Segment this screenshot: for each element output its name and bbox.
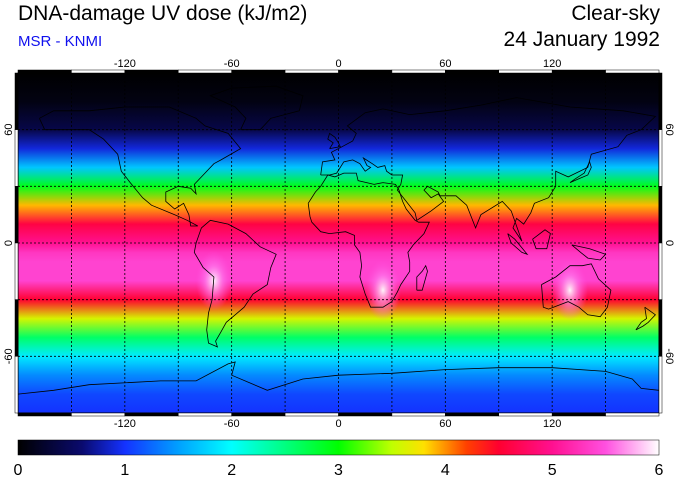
coastline-north-america bbox=[39, 106, 242, 227]
frame-bar bbox=[17, 412, 72, 417]
colorbar-tick-label: 4 bbox=[441, 462, 450, 479]
frame-bar bbox=[284, 69, 339, 74]
colorbar-tick-label: 3 bbox=[334, 462, 343, 479]
frame-bar bbox=[658, 299, 663, 357]
coastline-borneo bbox=[532, 229, 551, 250]
lon-tick-label: 60 bbox=[439, 58, 451, 70]
sky-mode-label: Clear-sky bbox=[571, 2, 660, 25]
frame-bar bbox=[14, 356, 19, 414]
lon-tick-label: 60 bbox=[439, 418, 451, 430]
frame-bar bbox=[71, 69, 126, 74]
coastline-africa bbox=[307, 172, 430, 308]
frame-bar bbox=[14, 299, 19, 357]
coastline-greenland bbox=[209, 85, 304, 131]
coastline-new-guinea bbox=[571, 244, 607, 261]
colorbar-tick-label: 2 bbox=[227, 462, 236, 479]
lon-tick-label: -60 bbox=[224, 418, 240, 430]
latitude-labels: 60 60 0 0 -60 -60 bbox=[3, 124, 675, 365]
coastline-south-america bbox=[193, 219, 277, 348]
coastline-uk bbox=[327, 132, 341, 149]
coastline-antarctica bbox=[18, 361, 659, 395]
frame-bar bbox=[178, 69, 232, 74]
frame-bar bbox=[658, 72, 663, 130]
colorbar-labels: 0 1 2 3 4 5 6 bbox=[14, 462, 664, 479]
frame-bar bbox=[14, 129, 19, 187]
frame-bar bbox=[605, 412, 660, 417]
longitude-labels: -120 -120 -60 -60 0 0 60 60 120 120 bbox=[114, 58, 562, 430]
graticule bbox=[18, 73, 659, 413]
frame-bar bbox=[498, 412, 553, 417]
frame-bar bbox=[391, 412, 446, 417]
frame-bar bbox=[551, 69, 606, 74]
frame-bar bbox=[551, 412, 606, 417]
frame-bar bbox=[658, 186, 663, 244]
frame-bars bbox=[14, 69, 663, 417]
colorbar-tick-label: 5 bbox=[548, 462, 557, 479]
frame-bar bbox=[14, 186, 19, 244]
frame-bar bbox=[231, 412, 286, 417]
lat-tick-label: 0 bbox=[663, 240, 675, 246]
colorbar bbox=[17, 439, 660, 456]
frame-bar bbox=[338, 69, 393, 74]
frame-bar bbox=[284, 412, 339, 417]
lat-tick-label: -60 bbox=[663, 348, 675, 364]
frame-bar bbox=[391, 69, 446, 74]
frame-bar bbox=[231, 69, 286, 74]
frame-bar bbox=[445, 69, 500, 74]
colorbar-tick-label: 0 bbox=[14, 462, 23, 479]
lon-tick-label: 0 bbox=[335, 418, 341, 430]
coastline-madagascar bbox=[416, 264, 428, 291]
coastline-australia bbox=[541, 263, 612, 318]
frame-bar bbox=[658, 129, 663, 187]
lat-tick-label: 60 bbox=[663, 124, 675, 136]
frame-bar bbox=[71, 412, 126, 417]
lon-tick-label: 120 bbox=[543, 418, 561, 430]
colorbar-tick-label: 6 bbox=[655, 462, 664, 479]
frame-bar bbox=[498, 69, 553, 74]
lon-tick-label: -120 bbox=[114, 418, 136, 430]
lat-tick-label: 0 bbox=[3, 240, 15, 246]
map-title: DNA-damage UV dose (kJ/m2) bbox=[18, 2, 308, 25]
hotspot-australia bbox=[551, 260, 588, 321]
frame-bar bbox=[445, 412, 500, 417]
lat-tick-label: -60 bbox=[3, 348, 15, 364]
lat-tick-label: 60 bbox=[3, 124, 15, 136]
hotspot-southern-africa bbox=[365, 260, 402, 321]
frame-bar bbox=[124, 69, 179, 74]
frame-bar bbox=[124, 412, 179, 417]
date-label: 24 January 1992 bbox=[503, 28, 660, 51]
frame-bar bbox=[17, 69, 72, 74]
coastline-new-zealand bbox=[635, 306, 657, 331]
frame-bar bbox=[658, 356, 663, 414]
source-label: MSR - KNMI bbox=[18, 33, 103, 50]
lon-tick-label: -60 bbox=[224, 58, 240, 70]
colorbar-tick-label: 1 bbox=[120, 462, 129, 479]
coastlines bbox=[18, 85, 659, 395]
frame-bar bbox=[14, 72, 19, 130]
frame-bar bbox=[658, 242, 663, 300]
frame-bar bbox=[178, 412, 232, 417]
lon-tick-label: 0 bbox=[335, 58, 341, 70]
coastline-japan bbox=[569, 160, 592, 183]
coastline-sumatra bbox=[507, 233, 529, 256]
lon-tick-label: -120 bbox=[114, 58, 136, 70]
lon-tick-label: 120 bbox=[543, 58, 561, 70]
frame-bar bbox=[14, 242, 19, 300]
frame-bar bbox=[605, 69, 660, 74]
frame-bar bbox=[338, 412, 393, 417]
